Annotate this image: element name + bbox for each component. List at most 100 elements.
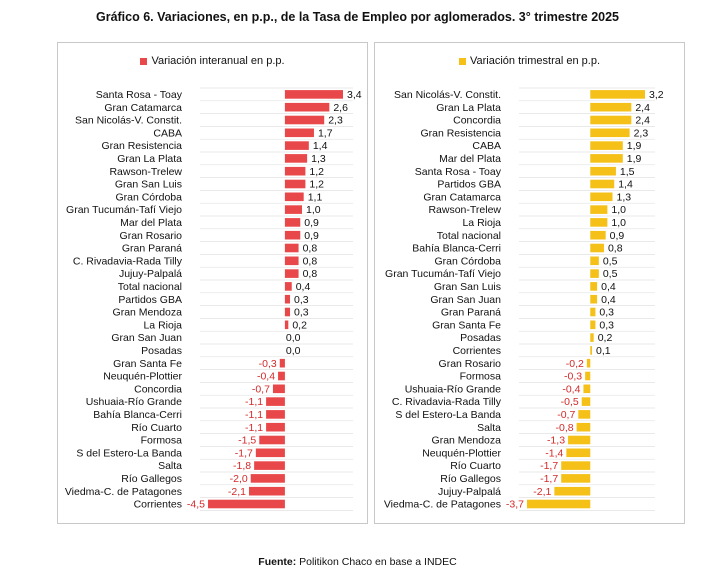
bar: [266, 422, 285, 432]
bar: [284, 128, 314, 138]
data-label: 0,9: [610, 230, 625, 242]
category-label: C. Rivadavia-Rada Tilly: [73, 255, 183, 267]
data-label: 3,2: [649, 89, 664, 101]
data-label: 0,5: [603, 268, 618, 280]
category-label: Concordia: [453, 115, 501, 127]
data-label: 1,5: [620, 166, 635, 178]
category-label: Neuquén-Plottier: [422, 447, 501, 459]
category-label: Gran Tucumán-Tafí Viejo: [66, 204, 182, 216]
data-label: -3,7: [506, 499, 524, 511]
data-label: 1,2: [309, 179, 324, 191]
category-label: San Nicolás-V. Constit.: [75, 115, 182, 127]
category-label: Viedma-C. de Patagones: [65, 486, 182, 498]
category-label: Gran Córdoba: [434, 255, 501, 267]
category-label: Gran Santa Fe: [113, 358, 182, 370]
bar: [259, 435, 285, 445]
data-label: 0,4: [601, 281, 616, 293]
bar: [527, 499, 591, 509]
category-label: CABA: [472, 140, 501, 152]
category-label: Ushuaia-Río Grande: [405, 383, 501, 395]
data-label: 1,7: [318, 127, 333, 139]
category-label: La Rioja: [143, 319, 182, 331]
data-label: 2,6: [333, 102, 348, 114]
data-label: -0,8: [556, 422, 574, 434]
bar: [590, 230, 606, 240]
bar: [576, 422, 591, 432]
bar: [272, 384, 285, 394]
data-label: 2,4: [635, 102, 650, 114]
category-label: Gran Córdoba: [115, 191, 182, 203]
bar: [284, 269, 299, 278]
legend-swatch-interanual: [140, 57, 148, 65]
data-label: 0,4: [296, 281, 311, 293]
bar-chart-trimestral: San Nicolás-V. Constit. 3,2 Gran La Plata 2…: [384, 87, 664, 511]
data-label: 0,8: [303, 255, 318, 267]
data-label: 1,0: [306, 204, 321, 216]
category-label: Corrientes: [134, 499, 182, 511]
bar: [284, 243, 299, 253]
bar: [590, 115, 632, 125]
bar: [590, 320, 596, 330]
category-label: Río Cuarto: [131, 422, 182, 434]
bar: [590, 154, 623, 163]
category-label: San Nicolás-V. Constit.: [394, 89, 501, 101]
data-label: 0,8: [303, 243, 318, 255]
data-label: -1,3: [547, 435, 565, 447]
data-label: 0,2: [598, 332, 613, 344]
data-label: 1,9: [627, 140, 642, 152]
category-label: Total nacional: [118, 281, 182, 293]
category-label: Rawson-Trelew: [109, 166, 182, 178]
data-label: -1,8: [233, 460, 251, 472]
category-label: Río Gallegos: [440, 473, 501, 485]
category-label: Gran Rosario: [120, 230, 183, 242]
category-label: Posadas: [460, 332, 501, 344]
source-text: Politikon Chaco en base a INDEC: [299, 556, 457, 568]
data-label: -2,1: [533, 486, 551, 498]
category-label: Posadas: [141, 345, 182, 357]
bar: [561, 474, 591, 483]
chart-title: Gráfico 6. Variaciones, en p.p., de la T…: [95, 10, 620, 24]
legend-swatch-trimestral: [458, 57, 466, 65]
bar: [208, 499, 285, 509]
data-label: 1,4: [313, 140, 328, 152]
data-label: -1,7: [540, 460, 558, 472]
category-label: Bahía Blanca-Cerri: [93, 409, 182, 421]
category-label: Gran Catamarca: [104, 102, 182, 114]
data-label: -2,1: [228, 486, 246, 498]
bar: [590, 307, 596, 317]
data-label: 0,3: [599, 307, 614, 319]
bar: [284, 102, 330, 112]
bar: [254, 461, 285, 470]
chart-panel-interanual: Variación interanual en p.p. Santa Rosa …: [57, 42, 368, 524]
bar: [284, 307, 291, 317]
bar: [590, 205, 608, 214]
bar: [278, 371, 285, 381]
data-label: -0,3: [259, 358, 277, 370]
legend-label-interanual: Variación interanual en p.p.: [151, 55, 285, 68]
bar: [590, 102, 632, 112]
bar: [566, 448, 591, 458]
bar: [284, 115, 325, 125]
data-label: -0,2: [566, 358, 584, 370]
category-label: Bahía Blanca-Cerri: [412, 243, 501, 255]
bar: [249, 486, 285, 496]
bar: [284, 256, 299, 266]
bar: [590, 141, 623, 150]
bar: [284, 218, 301, 227]
data-label: 0,1: [596, 345, 611, 357]
category-label: Viedma-C. de Patagones: [384, 499, 501, 511]
bar: [279, 358, 285, 368]
data-label: -1,1: [245, 409, 263, 421]
data-label: -1,1: [245, 396, 263, 408]
data-label: -1,5: [238, 435, 256, 447]
bar: [590, 346, 592, 355]
bar: [590, 333, 594, 342]
category-label: Gran San Juan: [111, 332, 182, 344]
category-label: Ushuaia-Río Grande: [86, 396, 182, 408]
data-label: 0,2: [292, 319, 307, 331]
bar: [590, 128, 630, 138]
bar: [284, 294, 291, 304]
data-label: 1,0: [611, 204, 626, 216]
category-label: Gran San Luis: [434, 281, 501, 293]
bar: [554, 486, 591, 496]
